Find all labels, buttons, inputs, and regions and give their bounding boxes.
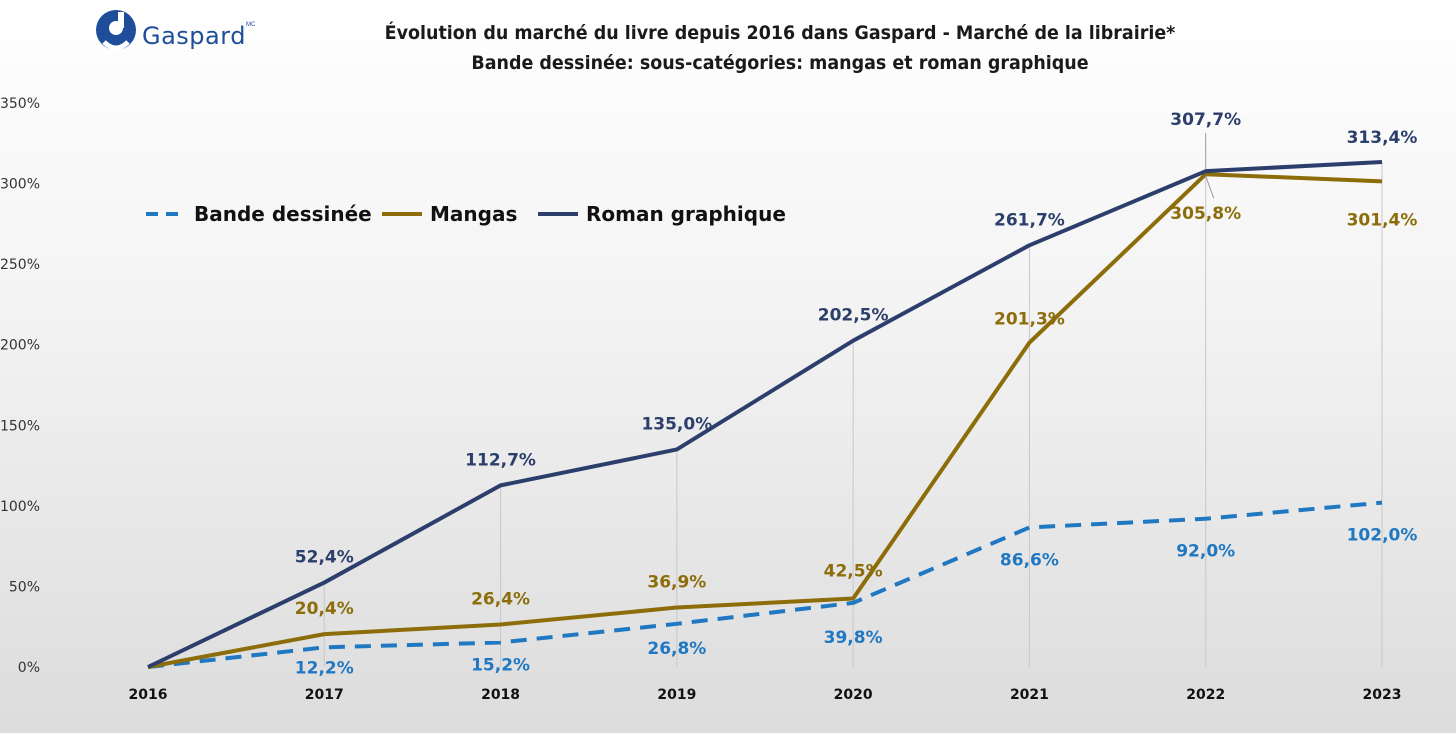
y-tick-label: 200% (0, 338, 40, 354)
data-label: 36,9% (647, 573, 706, 593)
data-label: 307,7% (1170, 110, 1241, 130)
x-tick-label: 2016 (129, 687, 168, 703)
data-label: 20,4% (295, 599, 354, 619)
data-label: 135,0% (641, 414, 712, 434)
x-tick-label: 2019 (657, 687, 696, 703)
data-label: 92,0% (1176, 542, 1235, 562)
y-tick-label: 250% (0, 257, 40, 273)
data-labels: 12,2% 15,2% 26,8% 39,8% 86,6% 92,0% 102,0% 20,4… (295, 110, 1418, 678)
data-label: 15,2% (471, 656, 530, 676)
y-tick-label: 150% (0, 418, 40, 434)
y-tick-label: 0% (18, 660, 40, 676)
x-tick-label: 2020 (834, 687, 873, 703)
data-label: 305,8% (1170, 204, 1241, 224)
data-label: 313,4% (1347, 128, 1418, 148)
y-tick-label: 300% (0, 177, 40, 193)
x-tick-label: 2021 (1010, 687, 1049, 703)
x-tick-label: 2017 (305, 687, 344, 703)
data-label: 52,4% (295, 548, 354, 568)
x-tick-label: 2023 (1363, 687, 1402, 703)
data-label: 86,6% (1000, 550, 1059, 570)
series-lines (147, 159, 1383, 669)
legend: Bande dessinée Mangas Roman graphique (146, 202, 786, 226)
data-label: 112,7% (465, 450, 536, 470)
y-tick-label: 350% (0, 96, 40, 112)
x-tick-label: 2018 (481, 687, 520, 703)
x-tick-label: 2022 (1186, 687, 1225, 703)
gaspard-logo-text: Gaspard (142, 22, 246, 50)
x-axis: 2016 2017 2018 2019 2020 2021 2022 2023 (129, 687, 1402, 703)
gaspard-logo: Gaspard MC (94, 8, 264, 56)
chart-titles: Évolution du marché du livre depuis 2016… (300, 18, 1260, 78)
series-line-1 (147, 172, 1383, 669)
y-tick-label: 50% (9, 579, 40, 595)
chart-title: Évolution du marché du livre depuis 2016… (384, 22, 1176, 44)
gaspard-logo-icon (96, 10, 136, 51)
legend-label: Bande dessinée (194, 202, 372, 226)
leader-line-2022-mangas (1205, 176, 1215, 199)
data-label: 261,7% (994, 210, 1065, 230)
data-label: 26,4% (471, 589, 530, 609)
gridlines (323, 161, 1383, 667)
legend-label: Roman graphique (586, 202, 786, 226)
chart-subtitle: Bande dessinée: sous-catégories: mangas … (471, 52, 1089, 74)
data-label: 102,0% (1347, 526, 1418, 546)
data-label: 42,5% (824, 562, 883, 582)
data-label: 12,2% (295, 658, 354, 678)
series-line-0 (147, 500, 1383, 669)
data-label: 202,5% (818, 306, 889, 326)
data-label: 301,4% (1347, 210, 1418, 230)
series-line-2 (147, 159, 1383, 669)
y-axis: 0% 50% 100% 150% 200% 250% 300% 350% (0, 96, 40, 676)
legend-label: Mangas (430, 202, 517, 226)
gaspard-logo-mc: MC (246, 22, 256, 28)
data-label: 201,3% (994, 310, 1065, 330)
data-label: 39,8% (824, 628, 883, 648)
data-label: 26,8% (647, 639, 706, 659)
y-tick-label: 100% (0, 499, 40, 515)
